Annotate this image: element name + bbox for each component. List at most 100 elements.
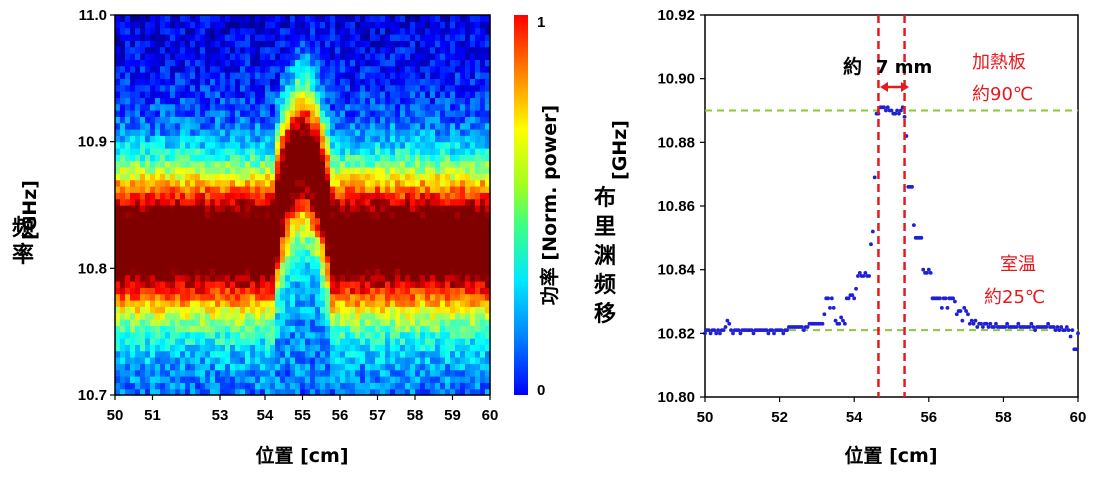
heatmap-cell bbox=[295, 160, 301, 168]
heatmap-cell bbox=[435, 84, 441, 92]
heatmap-cell bbox=[150, 122, 156, 130]
heatmap-cell bbox=[170, 300, 176, 307]
heatmap-cell bbox=[180, 160, 186, 168]
heatmap-cell bbox=[330, 376, 336, 383]
heatmap-cell bbox=[400, 135, 406, 143]
heatmap-cell bbox=[470, 84, 476, 92]
heatmap-cell bbox=[275, 160, 281, 168]
heatmap-cell bbox=[360, 21, 366, 29]
heatmap-cell bbox=[450, 268, 456, 276]
heatmap-cell bbox=[380, 325, 386, 333]
heatmap-cell bbox=[215, 65, 221, 73]
heatmap-cell bbox=[445, 91, 451, 98]
heatmap-cell bbox=[180, 65, 186, 73]
heatmap-cell bbox=[445, 34, 451, 41]
heatmap-cell bbox=[465, 110, 471, 117]
heatmap-cell bbox=[230, 363, 236, 371]
heatmap-cell bbox=[320, 103, 326, 111]
heatmap-cell bbox=[410, 154, 416, 162]
heatmap-cell bbox=[115, 205, 121, 212]
heatmap-cell bbox=[180, 243, 186, 250]
heatmap-cell bbox=[295, 15, 301, 22]
heatmap-cell bbox=[180, 236, 186, 244]
heatmap-cell bbox=[295, 338, 301, 345]
heatmap-cell bbox=[255, 287, 261, 295]
heatmap-cell bbox=[400, 281, 406, 288]
heatmap-cell bbox=[150, 129, 156, 136]
heatmap-cell bbox=[445, 249, 451, 257]
heatmap-cell bbox=[410, 363, 416, 371]
heatmap-cell bbox=[215, 363, 221, 371]
heatmap-cell bbox=[135, 325, 141, 333]
heatmap-cell bbox=[340, 160, 346, 168]
heatmap-cell bbox=[485, 173, 491, 181]
heatmap-cell bbox=[375, 72, 381, 79]
room-temp: 約25℃ bbox=[984, 287, 1045, 308]
heatmap-cell bbox=[115, 34, 121, 41]
heatmap-cell bbox=[210, 255, 216, 263]
heatmap-cell bbox=[230, 192, 236, 200]
heatmap-cell bbox=[380, 15, 386, 22]
heatmap-cell bbox=[330, 53, 336, 60]
heatmap-cell bbox=[175, 160, 181, 168]
heatmap-cell bbox=[185, 338, 191, 345]
heatmap-cell bbox=[265, 97, 271, 105]
heatmap-cell bbox=[320, 369, 326, 377]
heatmap-cell bbox=[215, 281, 221, 288]
heatmap-cell bbox=[195, 84, 201, 92]
heatmap-cell bbox=[340, 262, 346, 269]
heatmap-cell bbox=[325, 116, 331, 124]
heatmap-cell bbox=[455, 211, 461, 219]
heatmap-cell bbox=[115, 192, 121, 200]
heatmap-cell bbox=[145, 236, 151, 244]
heatmap-cell bbox=[445, 97, 451, 105]
heatmap-cell bbox=[320, 230, 326, 238]
heatmap-cell bbox=[440, 15, 446, 22]
heatmap-cell bbox=[215, 141, 221, 149]
heatmap-cell bbox=[250, 148, 256, 155]
heatmap-cell bbox=[280, 236, 286, 244]
heatmap-cell bbox=[360, 173, 366, 181]
heatmap-cell bbox=[275, 306, 281, 314]
heatmap-cell bbox=[200, 198, 206, 206]
heatmap-cell bbox=[120, 236, 126, 244]
heatmap-cell bbox=[120, 59, 126, 67]
heatmap-cell bbox=[270, 53, 276, 60]
heatmap-cell bbox=[265, 65, 271, 73]
heatmap-cell bbox=[140, 179, 146, 187]
heatmap-cell bbox=[380, 217, 386, 225]
heatmap-cell bbox=[360, 331, 366, 339]
heatmap-cell bbox=[360, 262, 366, 269]
heatmap-cell bbox=[155, 357, 161, 364]
heatmap-cell bbox=[195, 331, 201, 339]
heatmap-cell bbox=[320, 325, 326, 333]
heatmap-cell bbox=[360, 34, 366, 41]
heatmap-cell bbox=[365, 281, 371, 288]
heatmap-cell bbox=[390, 110, 396, 117]
heatmap-cell bbox=[190, 135, 196, 143]
heatmap-cell bbox=[270, 243, 276, 250]
heatmap-cell bbox=[140, 243, 146, 250]
heatmap-cell bbox=[415, 211, 421, 219]
heatmap-cell bbox=[205, 300, 211, 307]
heatmap-cell bbox=[200, 21, 206, 29]
data-point bbox=[964, 309, 968, 313]
heatmap-cell bbox=[430, 198, 436, 206]
heatmap-cell bbox=[480, 91, 486, 98]
colorbar-label: 功率 [Norm. power] bbox=[538, 105, 561, 305]
heatmap-cell bbox=[175, 217, 181, 225]
heatmap-cell bbox=[180, 198, 186, 206]
heatmap-cell bbox=[400, 344, 406, 352]
heatmap-cell bbox=[175, 40, 181, 48]
heatmap-cell bbox=[295, 27, 301, 35]
heatmap-cell bbox=[195, 27, 201, 35]
heatmap-cell bbox=[375, 103, 381, 111]
heatmap-cell bbox=[365, 198, 371, 206]
heatmap-cell bbox=[265, 198, 271, 206]
heatmap-cell bbox=[200, 91, 206, 98]
heatmap-cell bbox=[285, 122, 291, 130]
heatmap-cell bbox=[325, 306, 331, 314]
heatmap-cell bbox=[470, 388, 476, 396]
heatmap-cell bbox=[255, 78, 261, 86]
heatmap-cell bbox=[445, 186, 451, 193]
